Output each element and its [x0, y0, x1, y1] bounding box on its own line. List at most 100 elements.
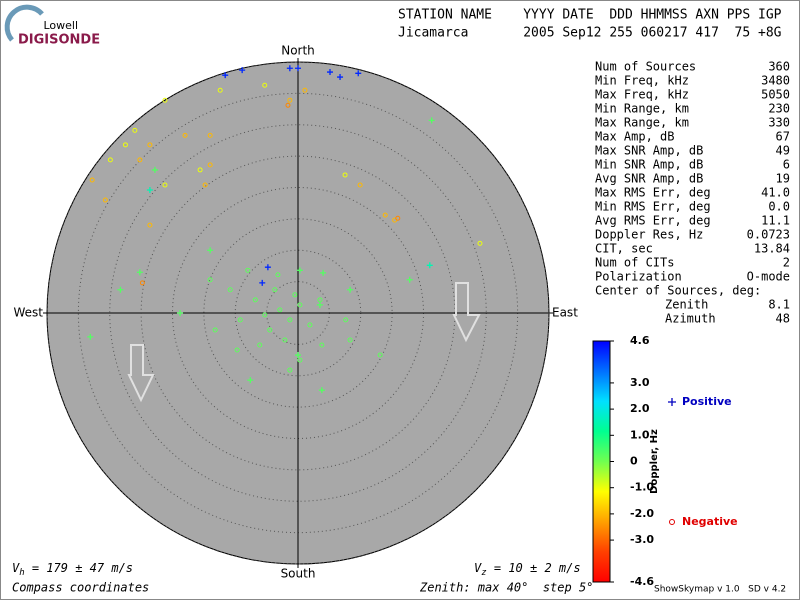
stat-value: 0.0723: [747, 228, 790, 242]
source-circle: [212, 327, 218, 333]
stat-label: Min Freq, kHz: [595, 74, 689, 88]
source-circle: [285, 102, 291, 108]
stat-value: 8.1: [768, 298, 790, 312]
source-plus: [177, 310, 184, 316]
colorbar-tick-label: 1.0: [630, 428, 650, 441]
stat-label: CIT, sec: [595, 242, 653, 256]
colorbar-tick-label: -3.0: [630, 533, 654, 546]
stat-value: O-mode: [747, 270, 790, 284]
stat-label: Min Range, km: [595, 102, 689, 116]
colorbar-tick-label: -1.0: [630, 481, 654, 494]
source-circle: [395, 215, 401, 221]
drift-arrow: [127, 344, 155, 403]
colorbar-tick-label: 3.0: [630, 376, 650, 389]
source-circle: [147, 222, 153, 228]
colorbar-tick-label: 2.0: [630, 402, 650, 415]
source-circle: [262, 82, 268, 88]
stat-value: 330: [768, 116, 790, 130]
source-plus: [318, 387, 325, 394]
direction-label: North: [281, 44, 315, 58]
vh-label: Vh = 179 ± 47 m/s: [12, 561, 133, 578]
source-plus: [146, 187, 153, 194]
colorbar: [592, 340, 611, 583]
direction-label: East: [552, 306, 578, 320]
source-circle: [207, 132, 213, 138]
source-circle: [277, 307, 283, 313]
source-plus: [247, 377, 254, 384]
source-circle: [382, 212, 388, 218]
source-circle: [207, 277, 213, 283]
source-circle: [319, 342, 325, 348]
source-plus: [207, 247, 214, 254]
source-circle: [252, 297, 258, 303]
stat-label: Max Range, km: [595, 116, 689, 130]
stat-value: 19: [776, 172, 790, 186]
direction-label: West: [13, 306, 43, 320]
stat-label: Max SNR Amp, dB: [595, 144, 703, 158]
source-circle: [342, 172, 348, 178]
source-plus: [239, 67, 246, 74]
legend-label: Positive: [682, 395, 732, 408]
source-plus: [327, 69, 334, 76]
colorbar-tick-label: -2.0: [630, 507, 654, 520]
source-circle: [102, 197, 108, 203]
source-circle: [197, 167, 203, 173]
header-line: Jicamarca 2005 Sep12 255 060217 417 75 +…: [398, 26, 782, 41]
source-plus: [347, 286, 354, 293]
stat-label: Zenith: [665, 298, 708, 312]
source-plus: [296, 267, 303, 274]
source-plus: [117, 286, 124, 293]
stat-value: 49: [776, 144, 790, 158]
source-plus: [406, 276, 413, 283]
stat-label: Num of Sources: [595, 60, 696, 74]
source-circle: [377, 352, 383, 358]
legend-marker: [668, 398, 676, 406]
source-plus: [264, 264, 271, 271]
drift-arrow: [452, 282, 481, 343]
source-plus: [337, 74, 344, 81]
source-plus: [295, 65, 301, 72]
version-label: ShowSkymap v 1.0 SD v 4.2: [654, 585, 786, 595]
stat-value: 67: [776, 130, 790, 144]
source-circle: [162, 97, 168, 103]
source-plus: [286, 65, 293, 72]
stat-label: Min RMS Err, deg: [595, 200, 711, 214]
vz-label: Vz = 10 ± 2 m/s: [474, 561, 581, 578]
coords-label: Compass coordinates: [12, 581, 149, 595]
source-circle: [267, 327, 273, 333]
stat-label: Center of Sources, deg:: [595, 284, 761, 298]
stat-value: 3480: [761, 74, 790, 88]
source-circle: [202, 182, 208, 188]
source-circle: [137, 157, 143, 163]
source-circle: [217, 87, 223, 93]
source-circle: [107, 157, 113, 163]
logo-top: Lowell: [43, 19, 78, 32]
stat-value: 0.0: [768, 200, 790, 214]
logo-arc: [4, 4, 44, 42]
source-circle: [302, 87, 308, 93]
source-circle: [297, 357, 303, 363]
source-circle: [182, 132, 188, 138]
stat-label: Min SNR Amp, dB: [595, 158, 703, 172]
source-circle: [275, 272, 281, 278]
source-plus: [355, 70, 362, 77]
source-circle: [245, 267, 251, 273]
source-plus: [87, 333, 94, 340]
source-circle: [287, 97, 293, 103]
stat-label: Azimuth: [665, 312, 716, 326]
stat-label: Doppler Res, Hz: [595, 228, 703, 242]
colorbar-label: Doppler, Hz: [649, 429, 660, 494]
source-circle: [272, 287, 278, 293]
source-circle: [257, 342, 263, 348]
stat-label: Max Amp, dB: [595, 130, 674, 144]
source-circle: [317, 297, 323, 303]
stat-value: 41.0: [761, 186, 790, 200]
logo-bottom: DIGISONDE: [18, 33, 100, 48]
source-plus: [295, 352, 301, 359]
source-plus: [428, 117, 435, 124]
legend-marker: [669, 519, 675, 525]
colorbar-tick-label: 0: [630, 455, 638, 468]
stat-value: 2: [783, 256, 790, 270]
stat-label: Avg SNR Amp, dB: [595, 172, 703, 186]
